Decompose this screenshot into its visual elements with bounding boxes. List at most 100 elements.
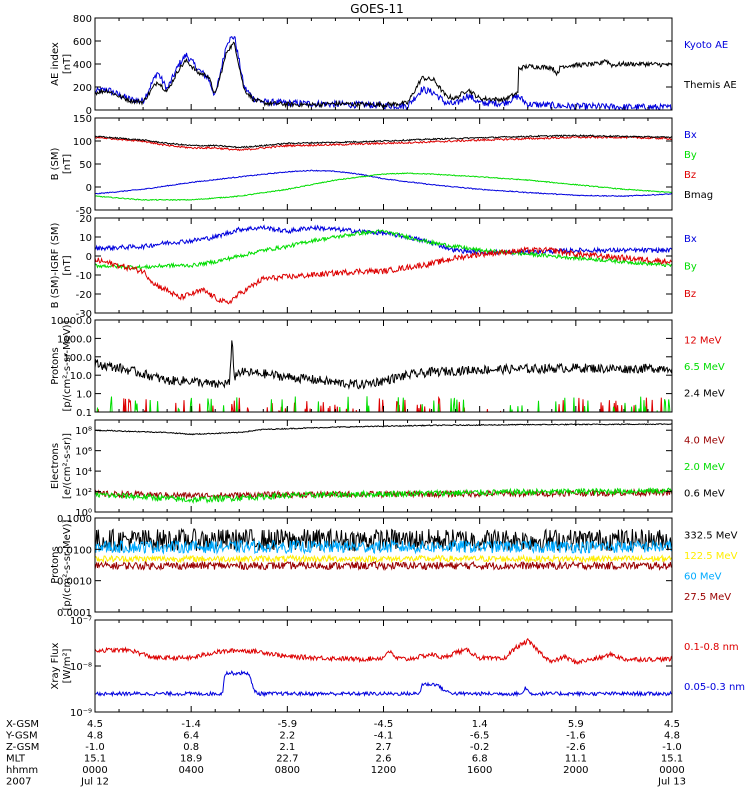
ytick-label-protons2-2: 0.0010 [57, 577, 92, 588]
legend-bsm-2: Bz [684, 170, 696, 181]
xrow-2-0: -1.0 [85, 742, 105, 753]
xrow-0-0: 4.5 [87, 719, 103, 730]
ytick-label-ae-1: 600 [73, 37, 92, 48]
xrow-3-1: 18.9 [180, 754, 202, 765]
series-bigrf-0 [95, 224, 672, 257]
legend-electrons-1: 2.0 MeV [684, 462, 725, 473]
xrow-1-0: 4.8 [87, 731, 103, 742]
legend-protons1-2: 2.4 MeV [684, 389, 725, 400]
ytick-label-protons2-3: 0.0001 [57, 608, 92, 619]
ytick-label-electrons-1: 10⁶ [75, 447, 92, 458]
ytick-label-bigrf-4: -20 [76, 290, 92, 301]
ytick-label-bigrf-2: 0 [86, 252, 92, 263]
legend-xray-0: 0.1-0.8 nm [684, 642, 739, 653]
xrow-label-5: 2007 [6, 777, 31, 788]
xrow-2-1: 0.8 [183, 742, 199, 753]
xrow-0-3: -4.5 [374, 719, 394, 730]
series-bsm-0 [95, 169, 672, 198]
panel-protons2: 332.5 MeV 122.5 MeV 60 MeV 27.5 MeV 0.1000 0.… [50, 514, 738, 619]
ytick-label-xray-0: 10⁻⁷ [70, 616, 92, 627]
xrow-label-1: Y-GSM [5, 731, 38, 742]
series-bsm-2 [95, 135, 672, 152]
xrow-3-5: 11.1 [565, 754, 587, 765]
xrow-1-6: 4.8 [664, 731, 680, 742]
legend-xray-1: 0.05-0.3 nm [684, 682, 745, 693]
ylabel-ae-0: AE index [50, 42, 61, 86]
xrow-0-5: 5.9 [568, 719, 584, 730]
ytick-label-protons1-2: 100.0 [63, 353, 92, 364]
legend-bigrf-0: Bx [684, 234, 697, 245]
ytick-label-protons1-3: 10.0 [70, 371, 92, 382]
xrow-3-4: 6.8 [472, 754, 488, 765]
panel-protons1: 12 MeV 6.5 MeV 2.4 MeV 10000.0 1000.0 100.0 10… [50, 316, 725, 419]
legend-electrons-0: 4.0 MeV [684, 435, 725, 446]
ytick-label-electrons-3: 10² [75, 488, 92, 499]
legend-protons1-0: 12 MeV [684, 335, 722, 346]
xrow-1-2: 2.2 [279, 731, 295, 742]
xrow-5-0: Jul 12 [80, 777, 109, 788]
ytick-label-bigrf-1: 10 [79, 233, 92, 244]
legend-bigrf-2: Bz [684, 289, 696, 300]
ytick-label-bigrf-0: 20 [79, 214, 92, 225]
ylabel-xray-0: Xray Flux [50, 642, 61, 689]
series-ae-1 [95, 41, 672, 109]
legend-protons1-1: 6.5 MeV [684, 362, 725, 373]
ytick-label-xray-1: 10⁻⁸ [70, 662, 92, 673]
ytick-label-bsm-3: 0 [86, 183, 92, 194]
ytick-label-bsm-0: 150 [73, 114, 92, 125]
ytick-label-electrons-4: 10⁰ [75, 508, 92, 519]
series-ae-0 [95, 35, 672, 110]
ytick-label-bsm-1: 100 [73, 137, 92, 148]
xrow-3-6: 15.1 [661, 754, 683, 765]
legend-protons2-1: 122.5 MeV [684, 551, 738, 562]
xrow-2-6: -1.0 [662, 742, 682, 753]
legend-ae-1: Themis AE [683, 80, 737, 91]
ytick-label-ae-4: 0 [86, 106, 92, 117]
xrow-label-4: hhmm [6, 765, 38, 776]
xrow-4-0: 0000 [82, 765, 107, 776]
xrow-1-4: -6.5 [470, 731, 490, 742]
ytick-label-ae-2: 400 [73, 60, 92, 71]
xrow-2-4: -0.2 [470, 742, 490, 753]
series-protons2-3 [95, 560, 672, 571]
ylabel-protons1-0: Protons [50, 347, 61, 384]
legend-electrons-2: 0.6 MeV [684, 489, 725, 500]
xrow-label-2: Z-GSM [6, 742, 39, 753]
ytick-label-bigrf-3: -10 [76, 271, 92, 282]
xrow-3-3: 2.6 [376, 754, 392, 765]
series-electrons-1 [95, 486, 672, 505]
xrow-label-3: MLT [6, 754, 26, 765]
ytick-label-protons1-1: 1000.0 [57, 334, 92, 345]
panel-ae: Kyoto AE Themis AE 800 600 400 200 0 AE index [n… [50, 14, 737, 117]
xrow-4-1: 0400 [178, 765, 203, 776]
ylabel-bsm-1: [nT] [62, 154, 73, 174]
legend-protons2-3: 27.5 MeV [684, 592, 731, 603]
xrow-1-1: 6.4 [183, 731, 199, 742]
series-bsm-1 [95, 172, 672, 201]
series-protons2-1 [95, 553, 672, 564]
ytick-label-ae-0: 800 [73, 14, 92, 25]
ylabel-protons1-1: [p/(cm²-s-sr-MeV)] [62, 320, 73, 411]
ylabel-protons2-0: Protons [50, 546, 61, 583]
frame-xray [94, 619, 673, 713]
legend-bigrf-1: By [684, 262, 697, 273]
chart-title: GOES-11 [350, 2, 404, 16]
ylabel-electrons-0: Electrons [50, 443, 61, 489]
ytick-label-protons1-0: 10000.0 [51, 316, 92, 327]
legend-protons2-0: 332.5 MeV [684, 530, 738, 541]
xrow-5-6: Jul 13 [657, 777, 686, 788]
panel-bigrf: Bx By Bz 20 10 0 -10 -20 -30 B (SM)-IGRF (SM) [nT] [50, 214, 697, 320]
ylabel-bigrf-1: [nT] [62, 255, 73, 275]
xrow-0-4: 1.4 [472, 719, 488, 730]
xrow-2-5: -2.6 [566, 742, 586, 753]
series-protons2-2 [95, 538, 672, 555]
ytick-label-protons1-4: 1.0 [76, 390, 92, 401]
ylabel-bsm-0: B (SM) [50, 147, 61, 180]
ytick-label-protons1-5: 0.1 [76, 408, 92, 419]
legend-protons2-2: 60 MeV [684, 571, 722, 582]
ytick-label-bsm-4: -50 [76, 206, 92, 217]
ylabel-electrons-1: [e/(cm²-s-sr)] [62, 433, 73, 499]
ytick-label-xray-2: 10⁻⁹ [70, 708, 92, 719]
panel-bsm: Bx By Bz Bmag 150 100 50 0 -50 B (SM) [nT] [50, 114, 713, 217]
xrow-2-3: 2.7 [376, 742, 392, 753]
